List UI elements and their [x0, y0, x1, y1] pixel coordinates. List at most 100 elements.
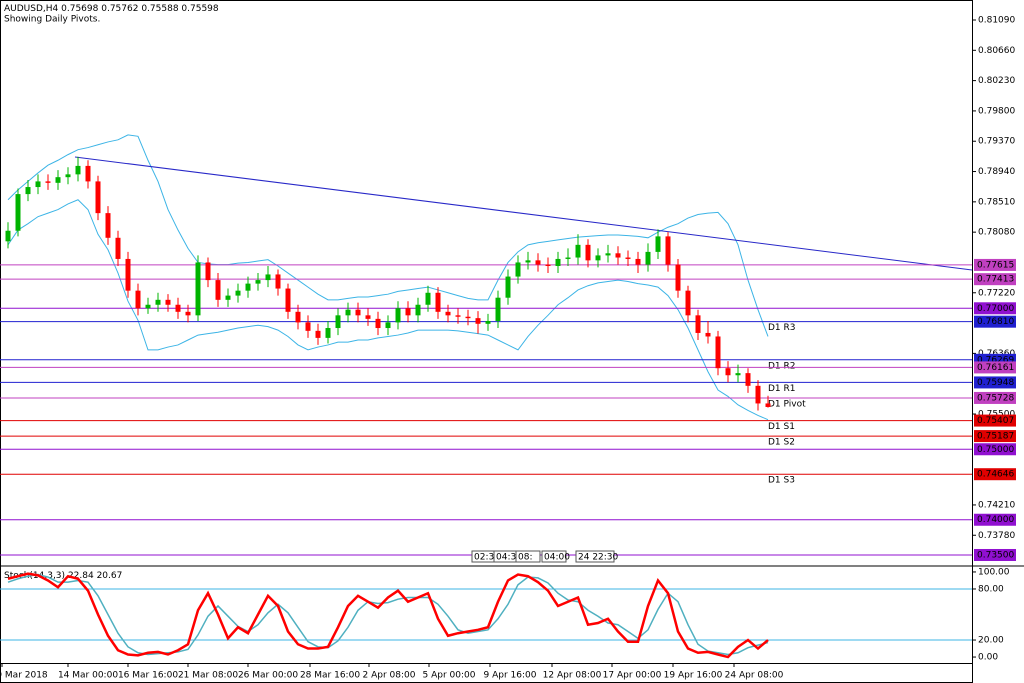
candle-body	[535, 260, 541, 265]
candle-body	[695, 315, 701, 333]
candle-body	[505, 276, 511, 298]
candle-body	[15, 194, 21, 231]
candle-body	[325, 328, 331, 338]
level-label: 0.77000	[977, 304, 1014, 314]
candle-body	[315, 330, 321, 338]
level-box	[974, 414, 1016, 427]
level-box	[974, 315, 1016, 328]
x-tick-label: 5 Apr 00:00	[423, 671, 476, 681]
pivot-name: D1 R2	[768, 361, 796, 371]
y-tick-label: 0.77220	[978, 288, 1015, 298]
x-tick-label: 2 Apr 08:00	[363, 671, 416, 681]
time-box-label: 02:30	[474, 553, 500, 563]
candle-body	[215, 280, 221, 300]
level-box	[974, 548, 1016, 561]
candle-body	[205, 262, 211, 281]
candle-body	[285, 288, 291, 312]
candle-body	[75, 165, 81, 175]
candle-body	[585, 244, 591, 261]
candle-body	[375, 318, 381, 329]
y-tick-label: 0.79800	[978, 106, 1015, 116]
level-box	[974, 376, 1016, 389]
x-tick-label: 21 Mar 08:00	[178, 671, 238, 681]
candle-body	[345, 309, 351, 316]
level-box	[974, 258, 1016, 271]
candle-body	[435, 292, 441, 312]
candle-body	[665, 236, 671, 265]
candle-body	[95, 181, 101, 214]
candle-body	[635, 258, 641, 265]
pivot-name: D1 S2	[768, 438, 795, 448]
candle-body	[465, 316, 471, 319]
candle-body	[765, 403, 771, 407]
candle-body	[545, 264, 551, 266]
candle-body	[245, 283, 251, 291]
y-tick-label: 0.80660	[978, 46, 1015, 56]
level-label: 0.74646	[977, 470, 1014, 480]
candle-body	[365, 315, 371, 319]
candle-body	[525, 260, 531, 263]
candle-body	[165, 299, 171, 305]
candle-body	[385, 322, 391, 329]
time-box	[515, 550, 541, 563]
level-box	[974, 391, 1016, 404]
stoch-reading: 22.84	[68, 571, 94, 581]
band-upper	[7, 134, 769, 337]
time-box	[541, 550, 567, 563]
y-tick-label: 0.78510	[978, 197, 1015, 207]
pivot-name: D1 S1	[768, 422, 795, 432]
candle-body	[185, 311, 191, 316]
candle-body	[235, 290, 241, 296]
candle-body	[735, 373, 741, 376]
ohlc: 0.75698	[61, 4, 98, 14]
level-label: 0.77615	[977, 260, 1014, 270]
y-tick-label: 100.00	[978, 567, 1010, 577]
x-tick-label: 24 Apr 08:00	[725, 671, 784, 681]
candle-body	[195, 262, 201, 316]
candle-body	[395, 308, 401, 323]
x-tick-label: 17 Apr 00:00	[603, 671, 662, 681]
candle-body	[115, 237, 121, 259]
header: AUDUSD,H4 0.75698 0.75762 0.75588 0.7559…	[4, 4, 219, 14]
trendline	[74, 156, 973, 271]
time-box-label: 24 22:30	[578, 553, 619, 563]
candle-body	[655, 236, 661, 252]
candle-body	[105, 213, 111, 238]
candle-body	[595, 255, 601, 261]
y-tick-label: 0.81090	[978, 15, 1015, 25]
level-box	[974, 302, 1016, 315]
level-box	[974, 468, 1016, 481]
level-label: 0.76161	[977, 363, 1014, 373]
candle-body	[255, 280, 261, 284]
symbol: AUDUSD,H4	[4, 4, 59, 14]
candle-body	[565, 257, 571, 259]
pivot-name: D1 Pivot	[768, 399, 806, 409]
candle-body	[125, 258, 131, 291]
level-label: 0.74000	[977, 515, 1014, 525]
frame	[0, 0, 973, 683]
candle-body	[305, 322, 311, 331]
candle-body	[45, 181, 51, 183]
level-label: 0.75000	[977, 445, 1014, 455]
candle-body	[485, 320, 491, 324]
candle-body	[155, 299, 161, 305]
candle-body	[745, 373, 751, 386]
level-box	[974, 443, 1016, 456]
candle-body	[355, 309, 361, 316]
y-tick-label: 0.78080	[978, 228, 1015, 238]
candle-body	[645, 251, 651, 265]
level-label: 0.75407	[977, 416, 1014, 426]
candle-body	[555, 258, 561, 266]
x-tick-label: 9 Apr 16:00	[484, 671, 537, 681]
candle-body	[685, 290, 691, 316]
y-tick-label: 0.79370	[978, 137, 1015, 147]
candle-body	[615, 253, 621, 258]
band-lower	[7, 199, 769, 421]
ohlc: 0.75588	[141, 4, 178, 14]
candle-body	[35, 181, 41, 188]
candle-body	[145, 304, 151, 309]
candle-body	[575, 244, 581, 258]
candle-body	[445, 311, 451, 316]
candle-body	[135, 290, 141, 309]
